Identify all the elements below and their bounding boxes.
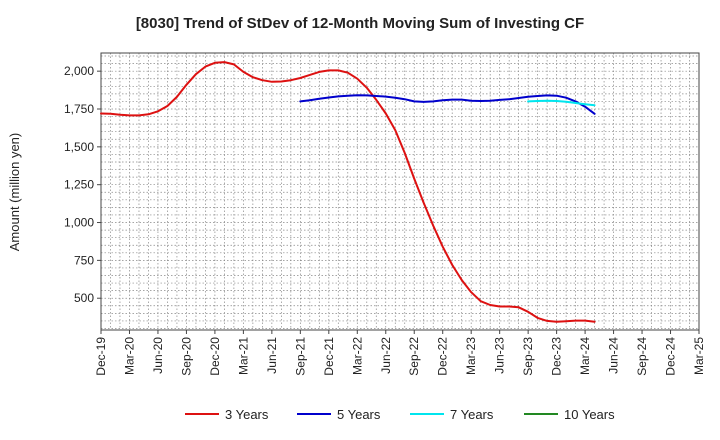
x-tick-label: Dec-21 [322, 337, 336, 376]
legend-label: 7 Years [450, 407, 494, 422]
y-axis-label: Amount (million yen) [7, 133, 22, 252]
y-tick-label: 1,250 [64, 178, 94, 192]
x-tick-label: Sep-22 [407, 337, 421, 376]
plot-area [100, 52, 700, 331]
x-tick-label: Sep-21 [293, 337, 307, 376]
x-tick-label: Jun-22 [379, 337, 393, 374]
y-tick-label: 2,000 [64, 64, 94, 78]
series-line-7-years [527, 99, 596, 107]
y-tick-label: 1,750 [64, 102, 94, 116]
x-tick-label: Mar-22 [350, 337, 364, 375]
x-tick-label: Sep-23 [521, 337, 535, 376]
grid [101, 53, 699, 330]
x-tick-label: Jun-21 [265, 337, 279, 374]
legend-label: 5 Years [337, 407, 381, 422]
x-tick-label: Mar-20 [122, 337, 136, 375]
x-tick-label: Sep-20 [179, 337, 193, 376]
series-line-5-years [299, 94, 596, 115]
series-line-3-years [100, 61, 596, 323]
y-tick-label: 1,500 [64, 140, 94, 154]
x-tick-label: Jun-24 [607, 337, 621, 374]
x-tick-label: Dec-23 [550, 337, 564, 376]
x-tick-label: Sep-24 [635, 337, 649, 376]
legend-label: 10 Years [564, 407, 615, 422]
legend: 3 Years 5 Years 7 Years 10 Years [185, 407, 615, 422]
x-tick-label: Mar-24 [578, 337, 592, 375]
y-tick-label: 750 [74, 253, 94, 267]
y-tick-label: 1,000 [64, 216, 94, 230]
chart-title: [8030] Trend of StDev of 12-Month Moving… [136, 15, 584, 32]
x-tick-label: Dec-22 [436, 337, 450, 376]
y-axis-ticks: 500 750 1,000 1,250 1,500 1,750 2,000 [64, 64, 101, 305]
x-tick-label: Dec-19 [94, 337, 108, 376]
x-tick-label: Dec-24 [664, 337, 678, 376]
x-tick-label: Jun-23 [493, 337, 507, 374]
legend-label: 3 Years [225, 407, 269, 422]
x-tick-label: Mar-23 [464, 337, 478, 375]
x-tick-label: Mar-21 [236, 337, 250, 375]
y-tick-label: 500 [74, 291, 94, 305]
x-tick-label: Dec-20 [208, 337, 222, 376]
x-tick-label: Mar-25 [692, 337, 706, 375]
series-lines [100, 61, 596, 323]
x-tick-label: Jun-20 [151, 337, 165, 374]
x-axis-ticks: Dec-19 Mar-20 Jun-20 Sep-20 Dec-20 Mar-21 Jun-… [94, 330, 706, 376]
